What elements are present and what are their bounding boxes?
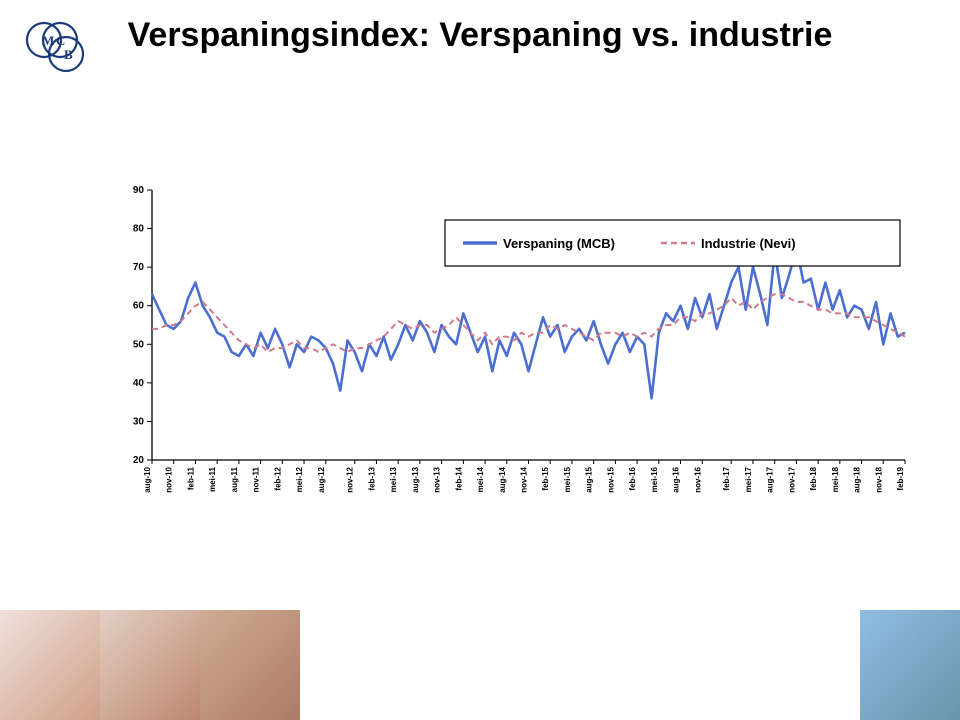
svg-text:aug-12: aug-12: [317, 466, 326, 492]
svg-text:feb-11: feb-11: [186, 466, 195, 490]
svg-text:mei-15: mei-15: [563, 466, 572, 492]
svg-text:nov-18: nov-18: [874, 466, 883, 492]
svg-text:feb-14: feb-14: [454, 466, 463, 490]
svg-text:aug-14: aug-14: [498, 466, 507, 492]
svg-text:aug-15: aug-15: [585, 466, 594, 492]
svg-text:nov-17: nov-17: [787, 466, 796, 492]
svg-text:nov-11: nov-11: [252, 466, 261, 492]
svg-text:feb-18: feb-18: [809, 466, 818, 490]
svg-text:Verspaning (MCB): Verspaning (MCB): [503, 236, 615, 251]
svg-text:nov-16: nov-16: [693, 466, 702, 492]
svg-text:aug-16: aug-16: [672, 466, 681, 492]
svg-text:feb-17: feb-17: [722, 466, 731, 490]
svg-text:nov-10: nov-10: [165, 466, 174, 492]
svg-text:50: 50: [133, 339, 145, 350]
svg-text:mei-18: mei-18: [831, 466, 840, 492]
svg-text:feb-15: feb-15: [541, 466, 550, 490]
footer-right-tile: [860, 610, 960, 720]
svg-text:nov-13: nov-13: [433, 466, 442, 492]
svg-text:mei-11: mei-11: [208, 466, 217, 491]
svg-text:mei-17: mei-17: [744, 466, 753, 492]
footer-tile: [200, 610, 300, 720]
svg-text:aug-11: aug-11: [230, 466, 239, 492]
svg-text:nov-15: nov-15: [606, 466, 615, 492]
svg-text:70: 70: [133, 262, 145, 273]
svg-text:nov-12: nov-12: [346, 466, 355, 492]
svg-text:20: 20: [133, 455, 145, 466]
svg-text:90: 90: [133, 185, 145, 196]
svg-text:feb-12: feb-12: [273, 466, 282, 490]
svg-text:aug-13: aug-13: [411, 466, 420, 492]
footer-tile: [0, 610, 100, 720]
svg-text:Industrie (Nevi): Industrie (Nevi): [701, 236, 796, 251]
svg-text:60: 60: [133, 301, 145, 312]
footer-tile: [100, 610, 200, 720]
svg-text:80: 80: [133, 224, 145, 235]
footer-left-tiles: [0, 610, 300, 720]
svg-text:feb-19: feb-19: [896, 466, 905, 490]
svg-text:nov-14: nov-14: [520, 466, 529, 492]
svg-text:mei-12: mei-12: [295, 466, 304, 492]
svg-text:aug-10: aug-10: [143, 466, 152, 492]
svg-text:aug-17: aug-17: [766, 466, 775, 492]
svg-text:40: 40: [133, 378, 145, 389]
svg-text:aug-18: aug-18: [853, 466, 862, 492]
svg-text:mei-16: mei-16: [650, 466, 659, 492]
svg-text:feb-16: feb-16: [628, 466, 637, 490]
svg-text:mei-14: mei-14: [476, 466, 485, 492]
svg-text:30: 30: [133, 416, 145, 427]
svg-text:mei-13: mei-13: [389, 466, 398, 492]
svg-text:feb-13: feb-13: [367, 466, 376, 490]
line-chart: 20 30 40 50 60 70 80 90 aug-10 nov-10 feb-11 mei-11…: [110, 180, 910, 560]
page-title: Verspaningsindex: Verspaning vs. industr…: [0, 16, 960, 55]
